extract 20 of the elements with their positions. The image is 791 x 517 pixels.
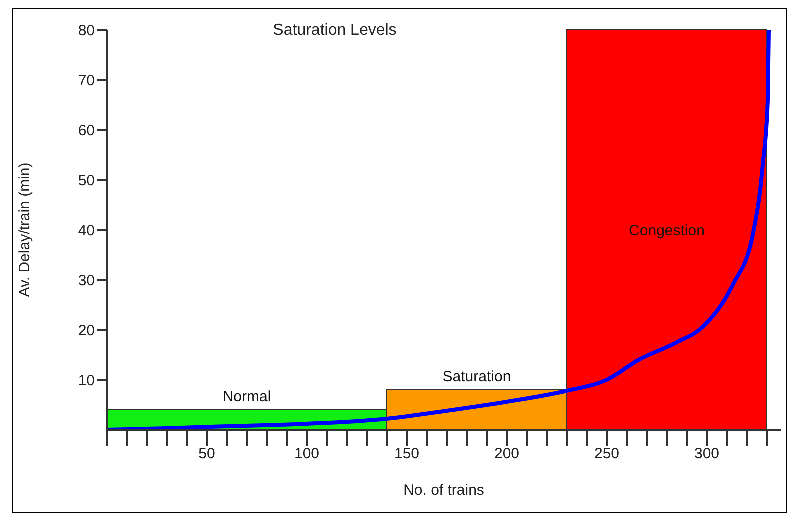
- y-tick-label: 80: [78, 22, 95, 40]
- y-axis-title: Av. Delay/train (min): [16, 162, 34, 298]
- x-axis-title: No. of trains: [404, 482, 484, 499]
- annotation: Normal: [222, 388, 272, 406]
- y-tick-label: 60: [78, 122, 95, 140]
- y-tick-label: 20: [78, 322, 95, 340]
- y-tick-label: 70: [78, 72, 95, 90]
- y-tick-label: 50: [78, 172, 95, 190]
- x-tick-label: 50: [198, 446, 216, 463]
- y-tick-label: 10: [78, 372, 95, 390]
- x-tick-label: 200: [494, 446, 520, 463]
- x-tick-label: 250: [594, 446, 620, 463]
- x-tick-label: 100: [294, 446, 320, 463]
- annotation: Congestion: [629, 222, 705, 240]
- chart-title: Saturation Levels: [272, 22, 398, 40]
- annotation: Saturation: [442, 368, 512, 386]
- y-tick-label: 40: [78, 222, 95, 240]
- x-tick-label: 150: [394, 446, 420, 463]
- y-tick-label: 30: [78, 272, 95, 290]
- x-tick-label: 300: [694, 446, 720, 463]
